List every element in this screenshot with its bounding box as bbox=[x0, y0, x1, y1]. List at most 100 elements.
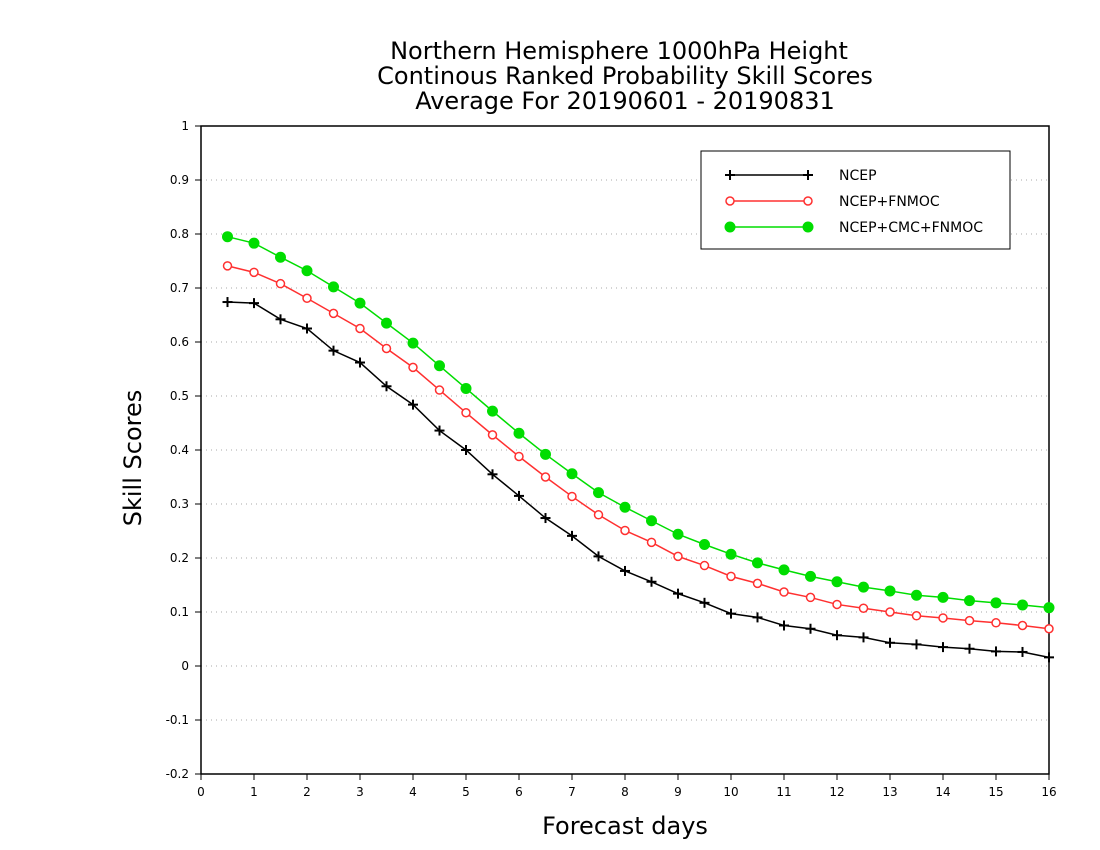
data-point bbox=[513, 427, 525, 439]
data-point bbox=[381, 317, 392, 329]
data-point bbox=[805, 570, 816, 582]
data-point bbox=[328, 345, 339, 356]
y-tick-label: 0.5 bbox=[170, 389, 189, 403]
data-point bbox=[355, 357, 365, 368]
data-point bbox=[964, 595, 975, 607]
legend-marker bbox=[802, 221, 814, 233]
data-point bbox=[222, 231, 233, 243]
data-point bbox=[673, 588, 683, 599]
y-tick-label: 0.9 bbox=[170, 173, 189, 187]
data-point bbox=[434, 385, 445, 395]
data-point bbox=[938, 642, 948, 653]
x-tick-label: 5 bbox=[462, 785, 470, 799]
gridlines bbox=[201, 179, 1049, 721]
y-tick-label: 0.8 bbox=[170, 227, 189, 241]
data-point bbox=[1044, 652, 1054, 663]
data-point bbox=[460, 382, 472, 394]
data-point bbox=[381, 343, 392, 354]
data-point bbox=[911, 589, 922, 601]
data-point bbox=[832, 599, 842, 610]
data-point bbox=[1017, 620, 1028, 631]
title-line-3: Average For 20190601 - 20190831 bbox=[415, 87, 835, 115]
data-point bbox=[672, 528, 684, 540]
data-point bbox=[593, 551, 604, 562]
data-point bbox=[779, 587, 789, 597]
data-point bbox=[858, 603, 869, 613]
data-point bbox=[302, 323, 312, 334]
data-point bbox=[752, 612, 763, 623]
data-point bbox=[301, 265, 313, 277]
data-point bbox=[620, 525, 630, 536]
legend-marker bbox=[724, 221, 736, 233]
data-point bbox=[991, 646, 1001, 657]
x-tick-label: 0 bbox=[197, 785, 205, 799]
y-tick-label: -0.1 bbox=[166, 713, 189, 727]
data-point bbox=[593, 510, 604, 520]
chart-title: Northern Hemisphere 1000hPa Height Conti… bbox=[377, 37, 873, 115]
data-point bbox=[832, 630, 842, 641]
data-point bbox=[990, 597, 1002, 609]
data-point bbox=[805, 623, 816, 634]
legend-marker bbox=[725, 170, 735, 180]
x-tick-label: 13 bbox=[882, 785, 897, 799]
data-point bbox=[248, 237, 260, 249]
series-ncep bbox=[222, 297, 1054, 663]
data-point bbox=[831, 576, 843, 588]
data-point bbox=[991, 618, 1001, 628]
data-point bbox=[328, 308, 339, 319]
x-axis-label: Forecast days bbox=[542, 812, 708, 840]
legend-entry: NCEP bbox=[725, 168, 877, 184]
data-point bbox=[911, 639, 922, 650]
x-tick-label: 6 bbox=[515, 785, 523, 799]
legend: NCEP NCEP+FNMOC NCEP+CMC+FNMOC bbox=[700, 150, 1011, 250]
data-point bbox=[1017, 599, 1028, 611]
data-point bbox=[1044, 623, 1054, 634]
data-point bbox=[752, 578, 763, 589]
x-tick-label: 11 bbox=[776, 785, 791, 799]
data-point bbox=[726, 571, 736, 582]
data-point bbox=[566, 468, 578, 480]
legend-marker bbox=[803, 196, 813, 206]
y-tick-label: 0.1 bbox=[170, 605, 189, 619]
y-tick-label: 0.3 bbox=[170, 497, 189, 511]
legend-label: NCEP+CMC+FNMOC bbox=[839, 220, 983, 236]
legend-marker bbox=[803, 170, 813, 180]
data-point bbox=[461, 407, 471, 418]
data-point bbox=[381, 381, 392, 392]
x-tick-label: 3 bbox=[356, 785, 364, 799]
series-line bbox=[227, 265, 1050, 630]
data-point bbox=[699, 597, 710, 608]
series-line bbox=[227, 235, 1050, 609]
data-point bbox=[858, 632, 869, 643]
y-axis-label: Skill Scores bbox=[119, 390, 147, 527]
data-point bbox=[567, 530, 577, 541]
data-point bbox=[885, 637, 895, 648]
data-point bbox=[249, 267, 259, 278]
x-tick-label: 14 bbox=[935, 785, 950, 799]
data-point bbox=[514, 451, 524, 462]
data-point bbox=[964, 615, 975, 626]
x-axis-ticks: 0 1 2 3 4 5 6 7 8 9 10 11 12 13 14 15 16 bbox=[197, 774, 1057, 799]
data-point bbox=[354, 297, 366, 309]
data-point bbox=[302, 293, 312, 304]
data-point bbox=[408, 362, 418, 373]
data-point bbox=[461, 445, 471, 455]
data-point bbox=[911, 611, 922, 621]
data-point bbox=[779, 620, 789, 631]
series-layer bbox=[222, 231, 1055, 663]
x-tick-label: 10 bbox=[723, 785, 738, 799]
data-point bbox=[487, 405, 498, 417]
data-point bbox=[275, 251, 286, 263]
y-axis-ticks: -0.2 -0.1 0 0.1 0.2 0.3 0.4 0.5 0.6 0.7 0.8 0.9 1 bbox=[166, 119, 201, 781]
legend-box bbox=[700, 150, 1011, 250]
data-point bbox=[434, 425, 445, 436]
data-point bbox=[1043, 602, 1055, 614]
legend-marker bbox=[725, 196, 735, 206]
series-ncep-fnmoc bbox=[222, 261, 1054, 634]
series-ncep-cmc-fnmoc bbox=[222, 231, 1055, 614]
data-point bbox=[249, 298, 259, 309]
x-tick-label: 1 bbox=[250, 785, 258, 799]
data-point bbox=[619, 501, 631, 513]
data-point bbox=[514, 490, 524, 501]
